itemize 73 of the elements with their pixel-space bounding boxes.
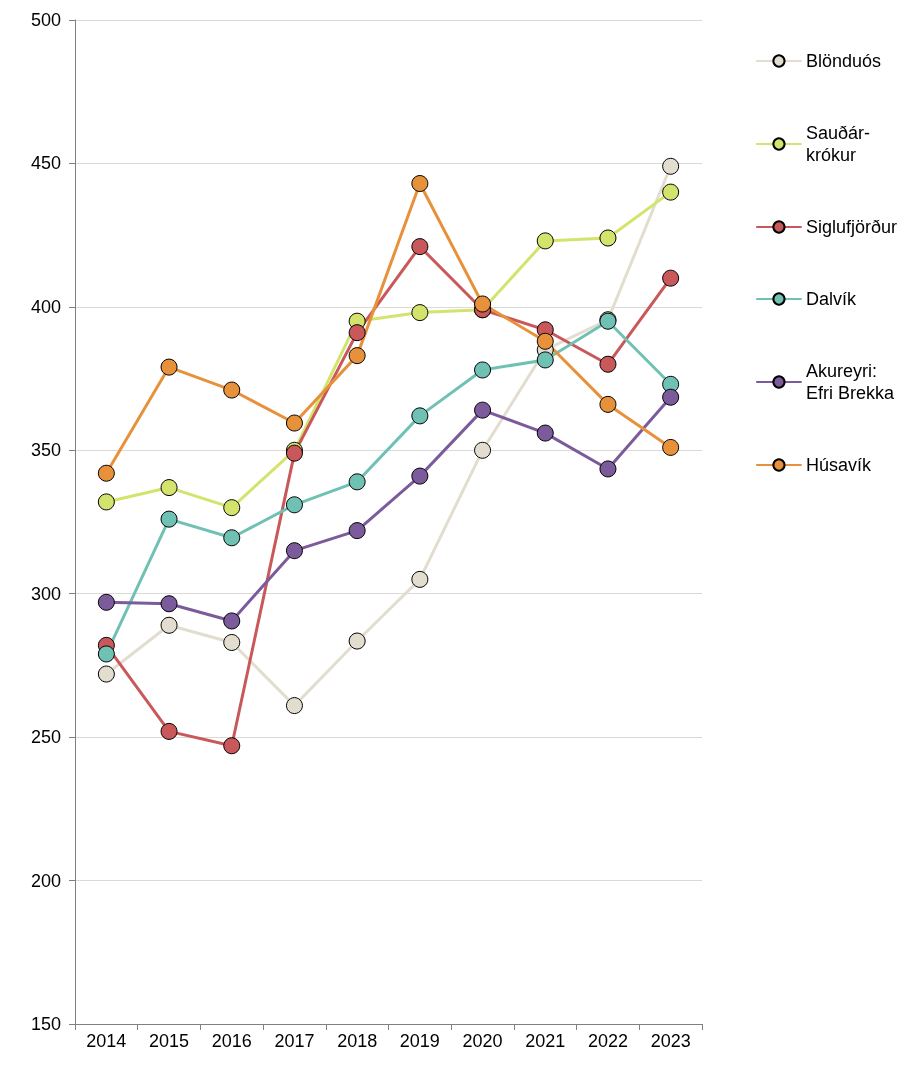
- legend-label: Siglufjörður: [805, 217, 898, 237]
- point: [662, 157, 680, 175]
- point: [536, 332, 554, 350]
- y-tick-label: 450: [30, 153, 61, 174]
- point: [97, 464, 115, 482]
- point: [223, 499, 241, 517]
- point: [160, 722, 178, 740]
- point: [474, 401, 492, 419]
- point: [285, 697, 303, 715]
- point: [285, 414, 303, 432]
- point: [223, 612, 241, 630]
- point: [662, 388, 680, 406]
- point: [348, 324, 366, 342]
- legend-label: Blönduós: [805, 51, 882, 71]
- x-tick-label: 2020: [462, 1031, 503, 1051]
- point: [411, 175, 429, 192]
- point: [599, 460, 617, 478]
- point: [223, 381, 241, 399]
- point: [536, 424, 554, 442]
- legend-label: Húsavík: [805, 455, 872, 475]
- x-tick-label: 2016: [211, 1031, 252, 1051]
- x-tick-label: 2022: [587, 1031, 628, 1051]
- y-tick-label: 500: [30, 10, 61, 30]
- point: [599, 229, 617, 247]
- point: [160, 595, 178, 613]
- point: [348, 522, 366, 540]
- x-tick-label: 2019: [399, 1031, 440, 1051]
- point: [662, 183, 680, 201]
- point: [160, 479, 178, 497]
- point: [348, 473, 366, 491]
- point: [411, 407, 429, 425]
- point: [160, 616, 178, 634]
- point: [411, 570, 429, 588]
- x-tick-label: 2014: [86, 1031, 127, 1051]
- point: [411, 238, 429, 256]
- y-tick-label: 150: [30, 1014, 61, 1034]
- point: [97, 645, 115, 663]
- legend-label: Dalvík: [805, 289, 857, 309]
- x-tick-label: 2018: [337, 1031, 378, 1051]
- point: [411, 304, 429, 322]
- point: [474, 441, 492, 459]
- point: [662, 438, 680, 456]
- point: [223, 529, 241, 547]
- point: [223, 737, 241, 755]
- x-tick-label: 2023: [650, 1031, 691, 1051]
- point: [285, 542, 303, 560]
- point: [160, 358, 178, 376]
- point: [223, 633, 241, 651]
- point: [536, 351, 554, 369]
- y-tick-label: 250: [30, 727, 61, 748]
- x-tick-label: 2017: [274, 1031, 315, 1051]
- point: [662, 269, 680, 287]
- point: [97, 493, 115, 511]
- point: [348, 347, 366, 365]
- point: [97, 593, 115, 611]
- point: [474, 361, 492, 379]
- point: [599, 395, 617, 413]
- point: [599, 355, 617, 373]
- y-tick-label: 400: [30, 296, 61, 317]
- y-tick-label: 350: [30, 440, 61, 461]
- point: [474, 295, 492, 313]
- point: [160, 510, 178, 528]
- point: [411, 467, 429, 485]
- legend-label: Sauðár- krókur: [805, 123, 870, 165]
- legend-label: Akureyri: Efri Brekka: [805, 361, 895, 403]
- point: [536, 232, 554, 250]
- x-tick-label: 2021: [525, 1031, 566, 1051]
- x-tick-label: 2015: [149, 1031, 190, 1051]
- point: [348, 632, 366, 650]
- point: [285, 496, 303, 514]
- point: [97, 665, 115, 683]
- y-tick-label: 300: [30, 583, 61, 604]
- y-tick-label: 200: [30, 870, 61, 891]
